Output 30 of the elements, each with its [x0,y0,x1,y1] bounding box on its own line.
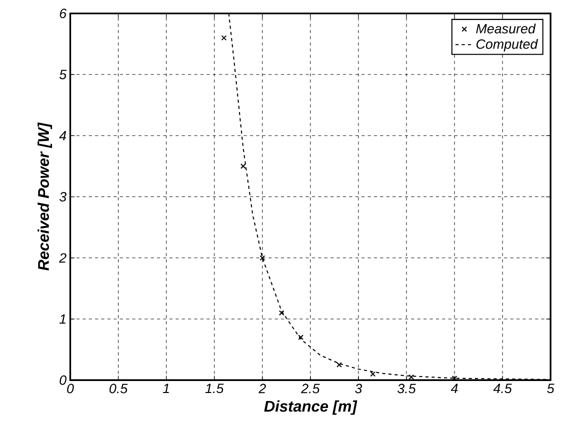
point [240,163,246,169]
x-tick-label: 3 [355,384,362,394]
point [260,255,266,261]
x-tick-label: 2.5 [300,384,320,394]
point [408,374,414,380]
y-tick-label: 1 [59,314,66,324]
y-tick-label: 2 [59,253,66,263]
point [370,371,376,377]
x-tick-label: 5 [547,384,554,394]
x-tick-label: 4 [450,384,458,393]
point [278,310,284,316]
y-tick-label: 4 [59,131,66,140]
x-tick-label: 0.5 [110,384,128,394]
y-tick-label: 3 [59,192,66,202]
legend-label: Measured [476,24,536,34]
x-tick-label: 4.5 [493,384,512,394]
legend-label: Computed [476,38,538,52]
point [221,35,227,41]
y-tick-label: 6 [60,8,67,18]
point [336,362,342,368]
x-tick-label: 1 [162,384,169,393]
y-axis-title: Received Power [W] [38,122,52,271]
x-tick-label: 0 [67,384,74,394]
x-tick-label: 3.5 [397,384,416,394]
y-tick-label: 0 [60,375,66,385]
x-axis-title: Distance [m] [264,400,358,415]
point [298,334,304,340]
x-tick-label: 2 [258,384,266,394]
x-tick-label: 1.5 [205,384,224,394]
y-tick-label: 5 [59,70,67,80]
